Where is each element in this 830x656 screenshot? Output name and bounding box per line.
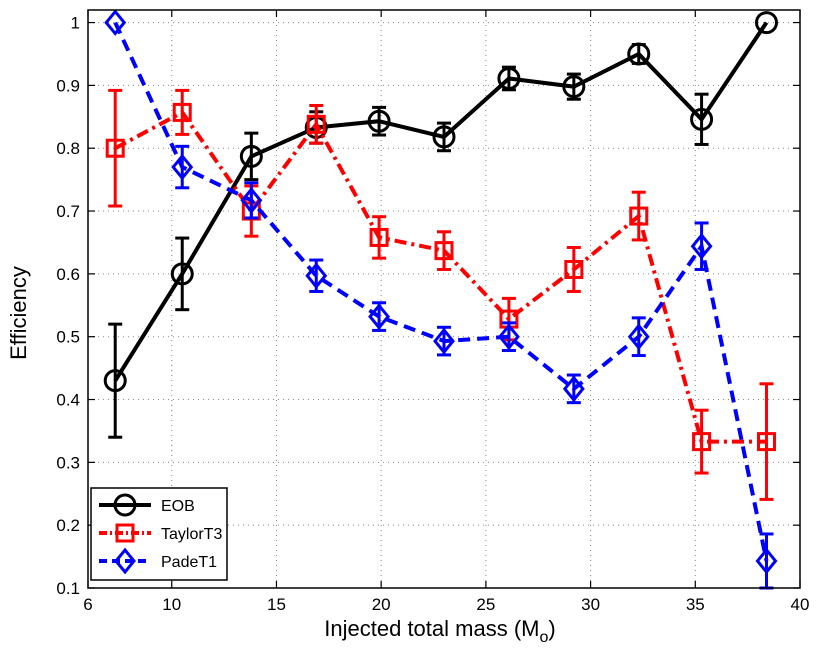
- data-point: [564, 259, 584, 279]
- legend-entry-eob: EOB: [99, 493, 195, 517]
- y-tick-label: 0.5: [56, 328, 80, 347]
- data-point: [432, 125, 456, 149]
- data-point: [690, 107, 714, 131]
- y-tick-label: 0.6: [56, 265, 80, 284]
- x-tick-label: 30: [581, 595, 600, 614]
- data-point: [171, 153, 194, 181]
- legend-label: PadeT1: [161, 554, 217, 571]
- series-layer: [103, 9, 778, 590]
- data-point: [306, 114, 326, 134]
- legend-marker: [114, 547, 136, 575]
- legend-entry-taylort3: TaylorT3: [99, 523, 222, 543]
- y-tick-label: 0.4: [56, 391, 80, 410]
- y-axis-label: Efficiency: [6, 266, 31, 360]
- data-point: [562, 375, 585, 403]
- x-tick-label: 25: [476, 595, 495, 614]
- series-taylort3: [105, 88, 776, 501]
- x-axis-label-main: Injected total mass (M: [324, 616, 539, 641]
- data-point: [434, 241, 454, 261]
- data-point: [305, 262, 328, 290]
- x-tick-label: 10: [162, 595, 181, 614]
- axis-ticks: 6 10 15 20 25 30 35 40 0.1 0.2 0.3 0.4 0.5 0.6 0.7 0.8 0…: [56, 10, 809, 614]
- data-point: [562, 75, 586, 99]
- legend-marker: [113, 493, 137, 517]
- y-tick-label: 0.1: [56, 579, 80, 598]
- legend-label: EOB: [161, 498, 195, 515]
- data-point: [103, 369, 127, 393]
- data-point: [240, 186, 263, 214]
- x-tick-label: 6: [83, 595, 92, 614]
- data-point: [170, 262, 194, 286]
- y-tick-label: 0.9: [56, 76, 80, 95]
- data-point: [105, 138, 125, 158]
- legend-entry-padet1: PadeT1: [99, 547, 217, 575]
- data-point: [172, 102, 192, 122]
- data-point: [754, 11, 778, 35]
- data-point: [627, 42, 651, 66]
- x-tick-label: 20: [372, 595, 391, 614]
- data-point: [367, 109, 391, 133]
- y-tick-label: 1: [71, 14, 80, 33]
- data-point: [755, 547, 778, 575]
- data-point: [368, 303, 391, 330]
- y-tick-label: 0.8: [56, 139, 80, 158]
- data-point: [692, 432, 712, 452]
- data-point: [239, 144, 263, 168]
- data-point: [756, 432, 776, 452]
- data-point: [497, 66, 521, 90]
- data-point: [369, 227, 389, 247]
- data-point: [433, 327, 455, 355]
- y-tick-label: 0.2: [56, 516, 80, 535]
- y-tick-label: 0.3: [56, 453, 80, 472]
- data-point: [629, 206, 649, 226]
- x-axis-label-subscript: o: [539, 629, 548, 646]
- x-tick-label: 40: [791, 595, 810, 614]
- data-point: [497, 323, 520, 351]
- x-tick-label: 15: [267, 595, 286, 614]
- data-point: [690, 232, 713, 260]
- legend: EOB TaylorT3 PadeT1: [90, 487, 228, 581]
- x-axis-label: Injected total mass (Mo): [324, 616, 555, 646]
- plot-frame: [87, 9, 801, 589]
- x-tick-label: 35: [686, 595, 705, 614]
- data-point: [627, 323, 650, 351]
- y-tick-label: 0.7: [56, 202, 80, 221]
- legend-marker: [115, 523, 135, 543]
- legend-label: TaylorT3: [161, 526, 222, 543]
- data-point: [104, 9, 127, 36]
- x-axis-label-suffix: ): [548, 616, 555, 641]
